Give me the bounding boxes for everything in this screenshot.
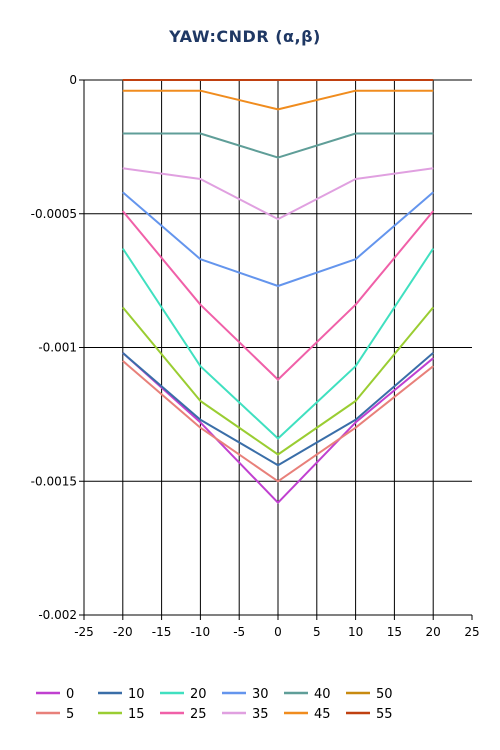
legend-label: 15	[128, 707, 145, 722]
legend-item: 10	[98, 687, 145, 702]
series-line-30	[122, 191, 434, 287]
legend-item: 40	[284, 687, 331, 702]
series-line-5	[122, 360, 434, 483]
series-line-15	[122, 306, 434, 456]
legend-label: 40	[314, 687, 331, 702]
series-lines	[121, 79, 435, 504]
legend-label: 45	[314, 707, 331, 722]
x-tick-label: -10	[191, 625, 211, 639]
series-line-40	[122, 132, 434, 159]
legend-label: 50	[376, 687, 393, 702]
legend-item: 50	[346, 687, 393, 702]
x-tick-label: 20	[426, 625, 441, 639]
legend-item: 5	[36, 707, 74, 722]
series-line-20	[121, 247, 435, 440]
legend-label: 20	[190, 687, 207, 702]
x-tick-label: -20	[113, 625, 133, 639]
axes: 0 -0.0005 -0.001 -0.0015 -0.002 -25 -20 -15 -10 -…	[31, 73, 480, 639]
x-tick-label: 10	[348, 625, 363, 639]
legend-item: 30	[222, 687, 269, 702]
grid	[84, 79, 472, 615]
legend-item: 0	[36, 687, 74, 702]
legend-item: 25	[160, 707, 207, 722]
legend-label: 0	[66, 687, 74, 702]
series-line-25	[122, 210, 434, 381]
x-tick-label: 25	[464, 625, 479, 639]
legend-item: 55	[346, 707, 393, 722]
y-tick-label: -0.001	[38, 341, 77, 355]
series-line-0	[122, 352, 434, 504]
series-line-35	[122, 167, 434, 221]
x-tick-label: -25	[74, 625, 94, 639]
legend-item: 15	[98, 707, 145, 722]
x-tick-label: -5	[233, 625, 245, 639]
y-tick-label: -0.002	[38, 608, 77, 622]
x-tick-label: 5	[313, 625, 321, 639]
legend-item: 20	[160, 687, 207, 702]
chart-title: YAW:CNDR (α,β)	[168, 27, 321, 46]
y-tick-label: -0.0015	[31, 474, 77, 488]
series-line-45	[122, 89, 434, 111]
y-tick-label: 0	[69, 73, 77, 87]
legend-label: 30	[252, 687, 269, 702]
legend-item: 45	[284, 707, 331, 722]
legend-label: 5	[66, 707, 74, 722]
x-tick-label: 15	[387, 625, 402, 639]
series-line-10	[122, 352, 434, 467]
legend-label: 55	[376, 707, 393, 722]
legend-label: 25	[190, 707, 207, 722]
legend-label: 10	[128, 687, 145, 702]
legend-label: 35	[252, 707, 269, 722]
legend: 0 5 10 15 20 25 30 35 40 45 50 55	[36, 687, 393, 722]
y-tick-label: -0.0005	[31, 207, 77, 221]
legend-item: 35	[222, 707, 269, 722]
x-tick-label: -15	[152, 625, 172, 639]
x-tick-label: 0	[274, 625, 282, 639]
